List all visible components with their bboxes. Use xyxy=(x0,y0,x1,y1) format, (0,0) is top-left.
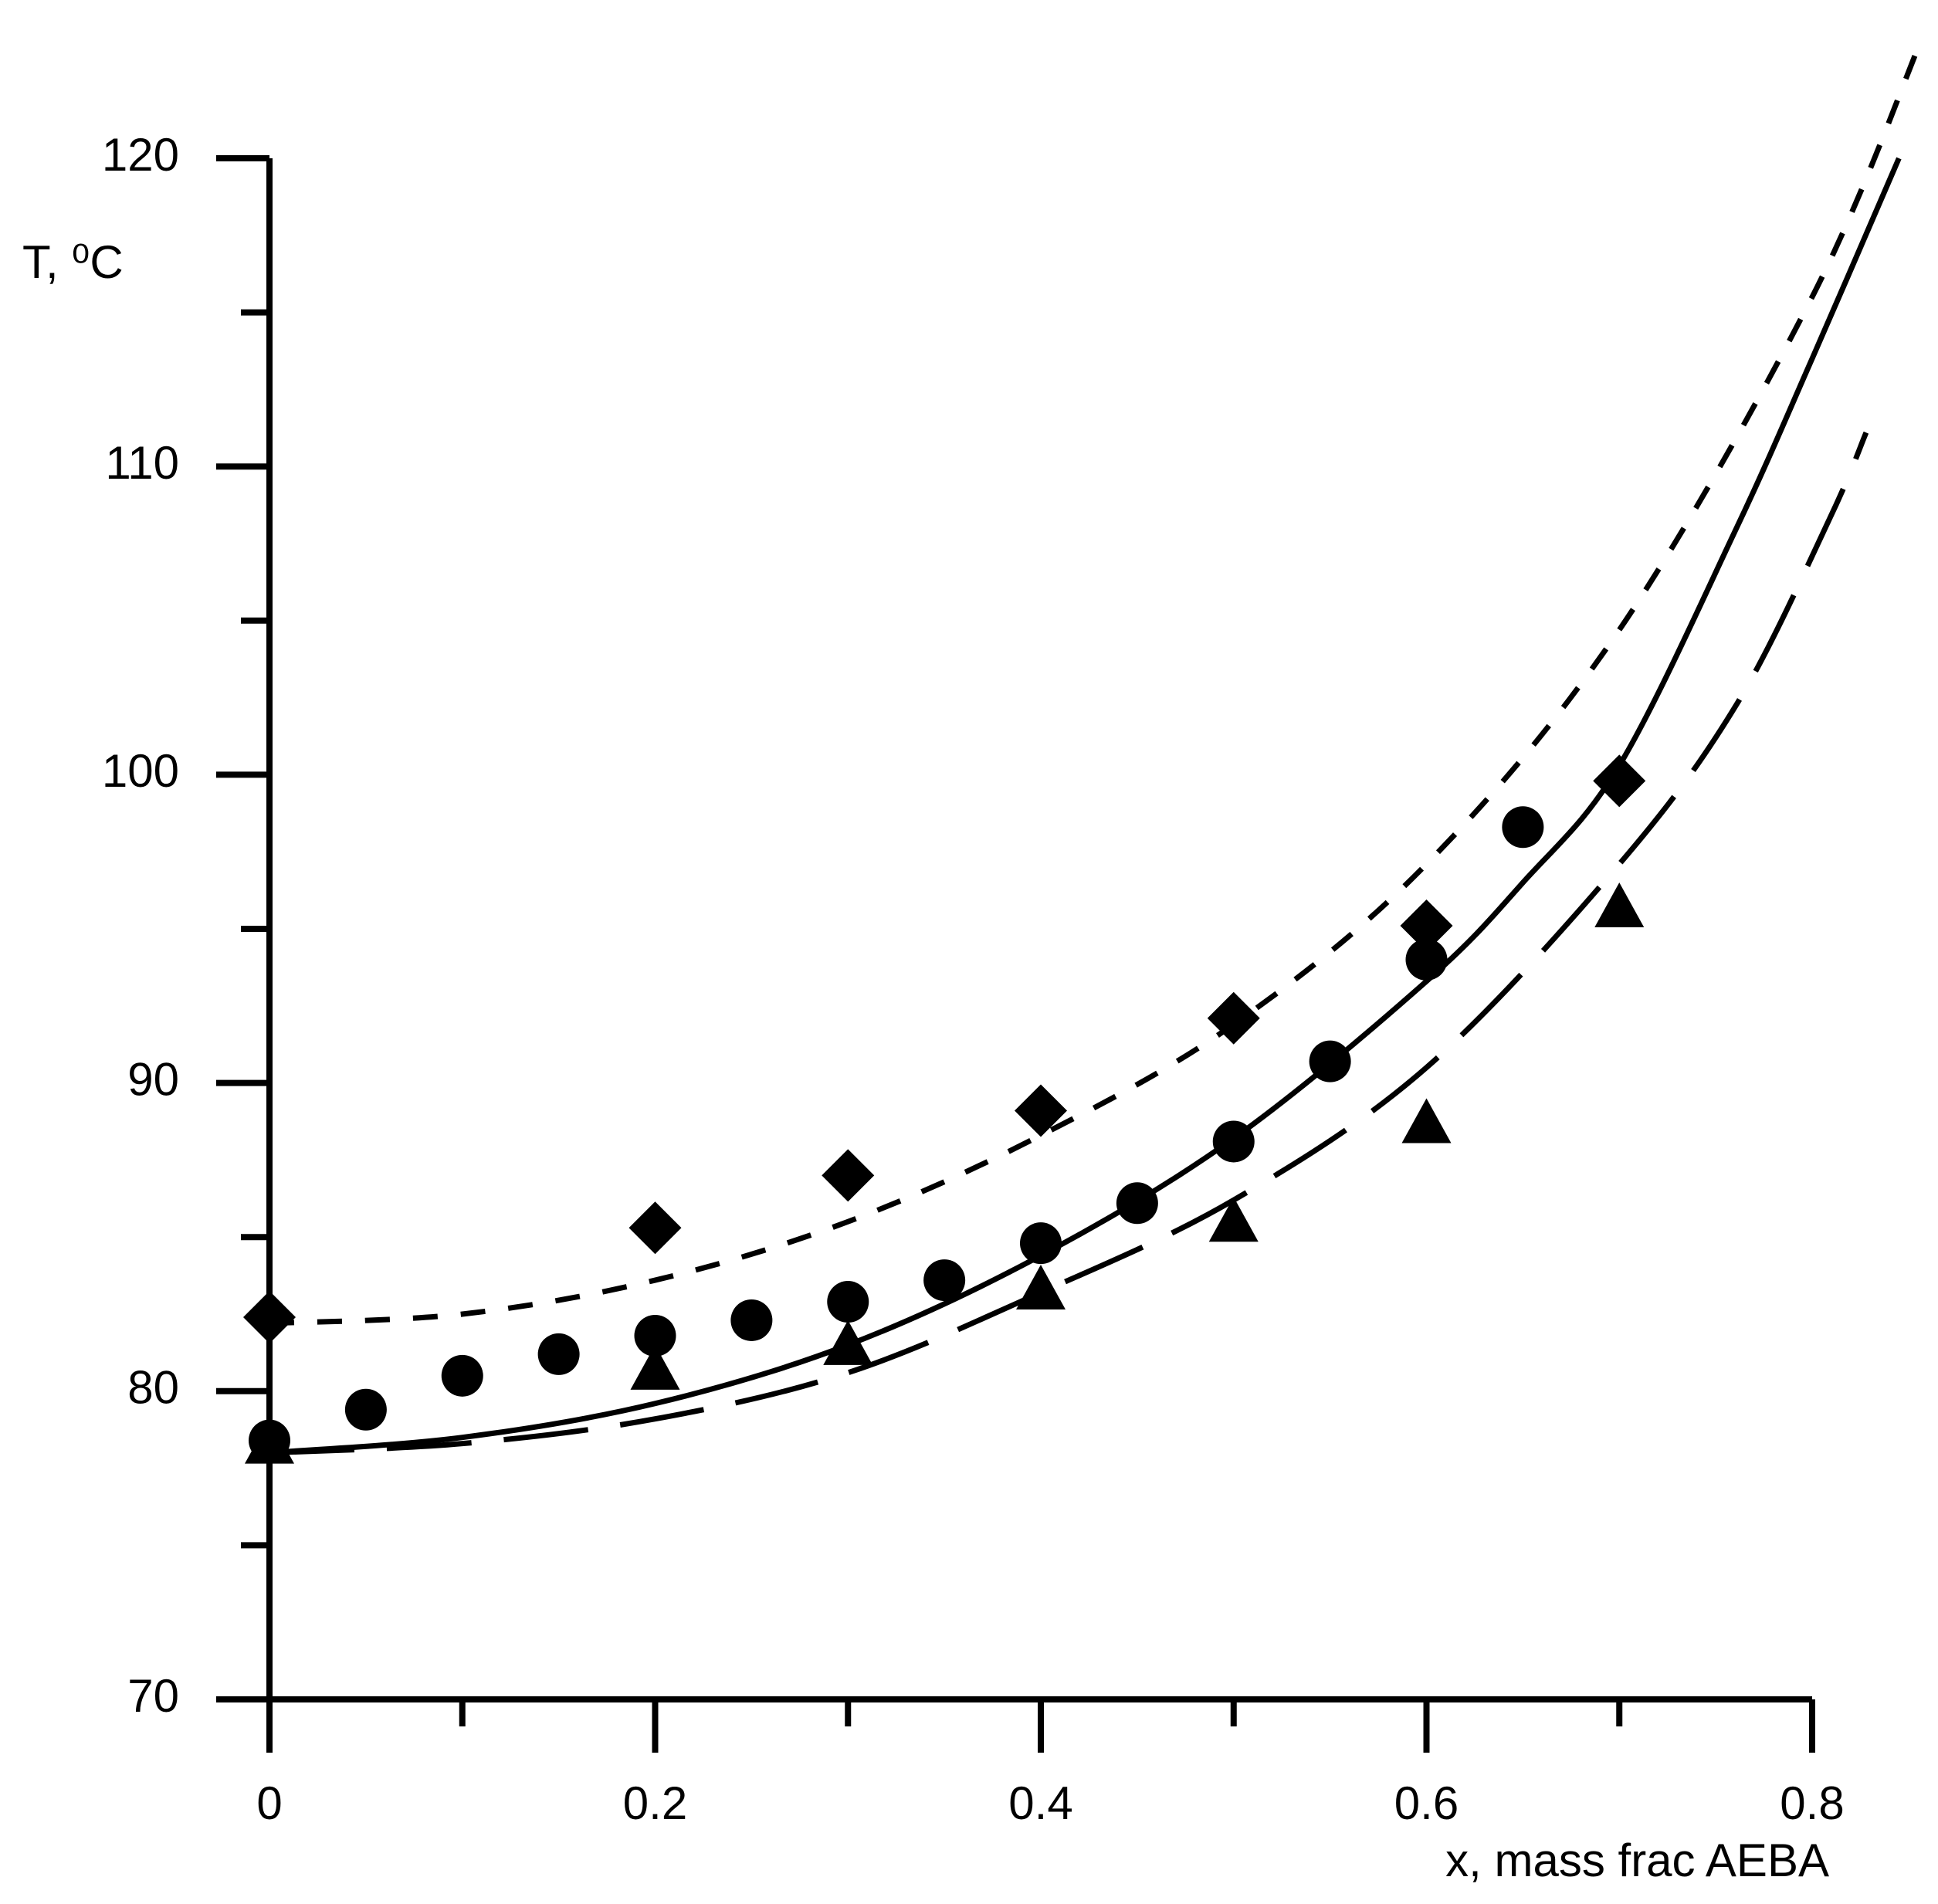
x-tick-label: 0.2 xyxy=(623,1777,687,1829)
diamond-marker xyxy=(243,1290,296,1343)
diamond-marker xyxy=(1015,1084,1067,1137)
triangle-marker xyxy=(630,1344,680,1390)
diamond-marker xyxy=(822,1149,875,1202)
triangle-marker xyxy=(1208,1197,1259,1242)
circle-marker xyxy=(827,1281,869,1323)
y-tick-label: 110 xyxy=(105,437,179,489)
diamond-marker xyxy=(628,1201,682,1255)
circle-marker xyxy=(344,1388,387,1431)
triangle-marker xyxy=(823,1320,873,1365)
x-tick-label: 0.6 xyxy=(1394,1777,1459,1829)
y-tick-label: 80 xyxy=(127,1362,179,1414)
triangle-marker xyxy=(1016,1265,1066,1310)
y-tick-label: 90 xyxy=(127,1053,179,1105)
diamond-marker xyxy=(1207,991,1260,1045)
y-tick-label: 70 xyxy=(127,1670,179,1722)
x-axis-label: x, mass frac AEBA xyxy=(1445,1835,1829,1886)
x-tick-label: 0 xyxy=(256,1777,282,1829)
x-tick-label: 0.8 xyxy=(1780,1777,1844,1829)
diamond-marker xyxy=(1593,754,1646,808)
circle-marker xyxy=(634,1314,676,1357)
circle-marker xyxy=(923,1259,966,1302)
y-tick-label: 120 xyxy=(102,129,179,181)
circle-marker xyxy=(730,1299,773,1341)
y-axis-label: T, ⁰C xyxy=(22,236,124,288)
x-tick-label: 0.4 xyxy=(1008,1777,1072,1829)
circle-marker xyxy=(1405,938,1448,981)
y-tick-label: 100 xyxy=(102,745,179,797)
triangle-marker xyxy=(1401,1098,1452,1143)
circle-marker xyxy=(537,1333,580,1375)
circle-marker xyxy=(1502,806,1544,849)
triangle-marker xyxy=(1594,883,1645,928)
diamond-marker xyxy=(1400,899,1453,953)
circle-marker xyxy=(1212,1120,1255,1163)
circle-marker xyxy=(441,1354,483,1397)
triangle-marker xyxy=(245,1418,294,1464)
circle-marker xyxy=(1116,1182,1158,1225)
circle-marker xyxy=(1020,1222,1062,1265)
circle-marker xyxy=(1309,1040,1351,1082)
